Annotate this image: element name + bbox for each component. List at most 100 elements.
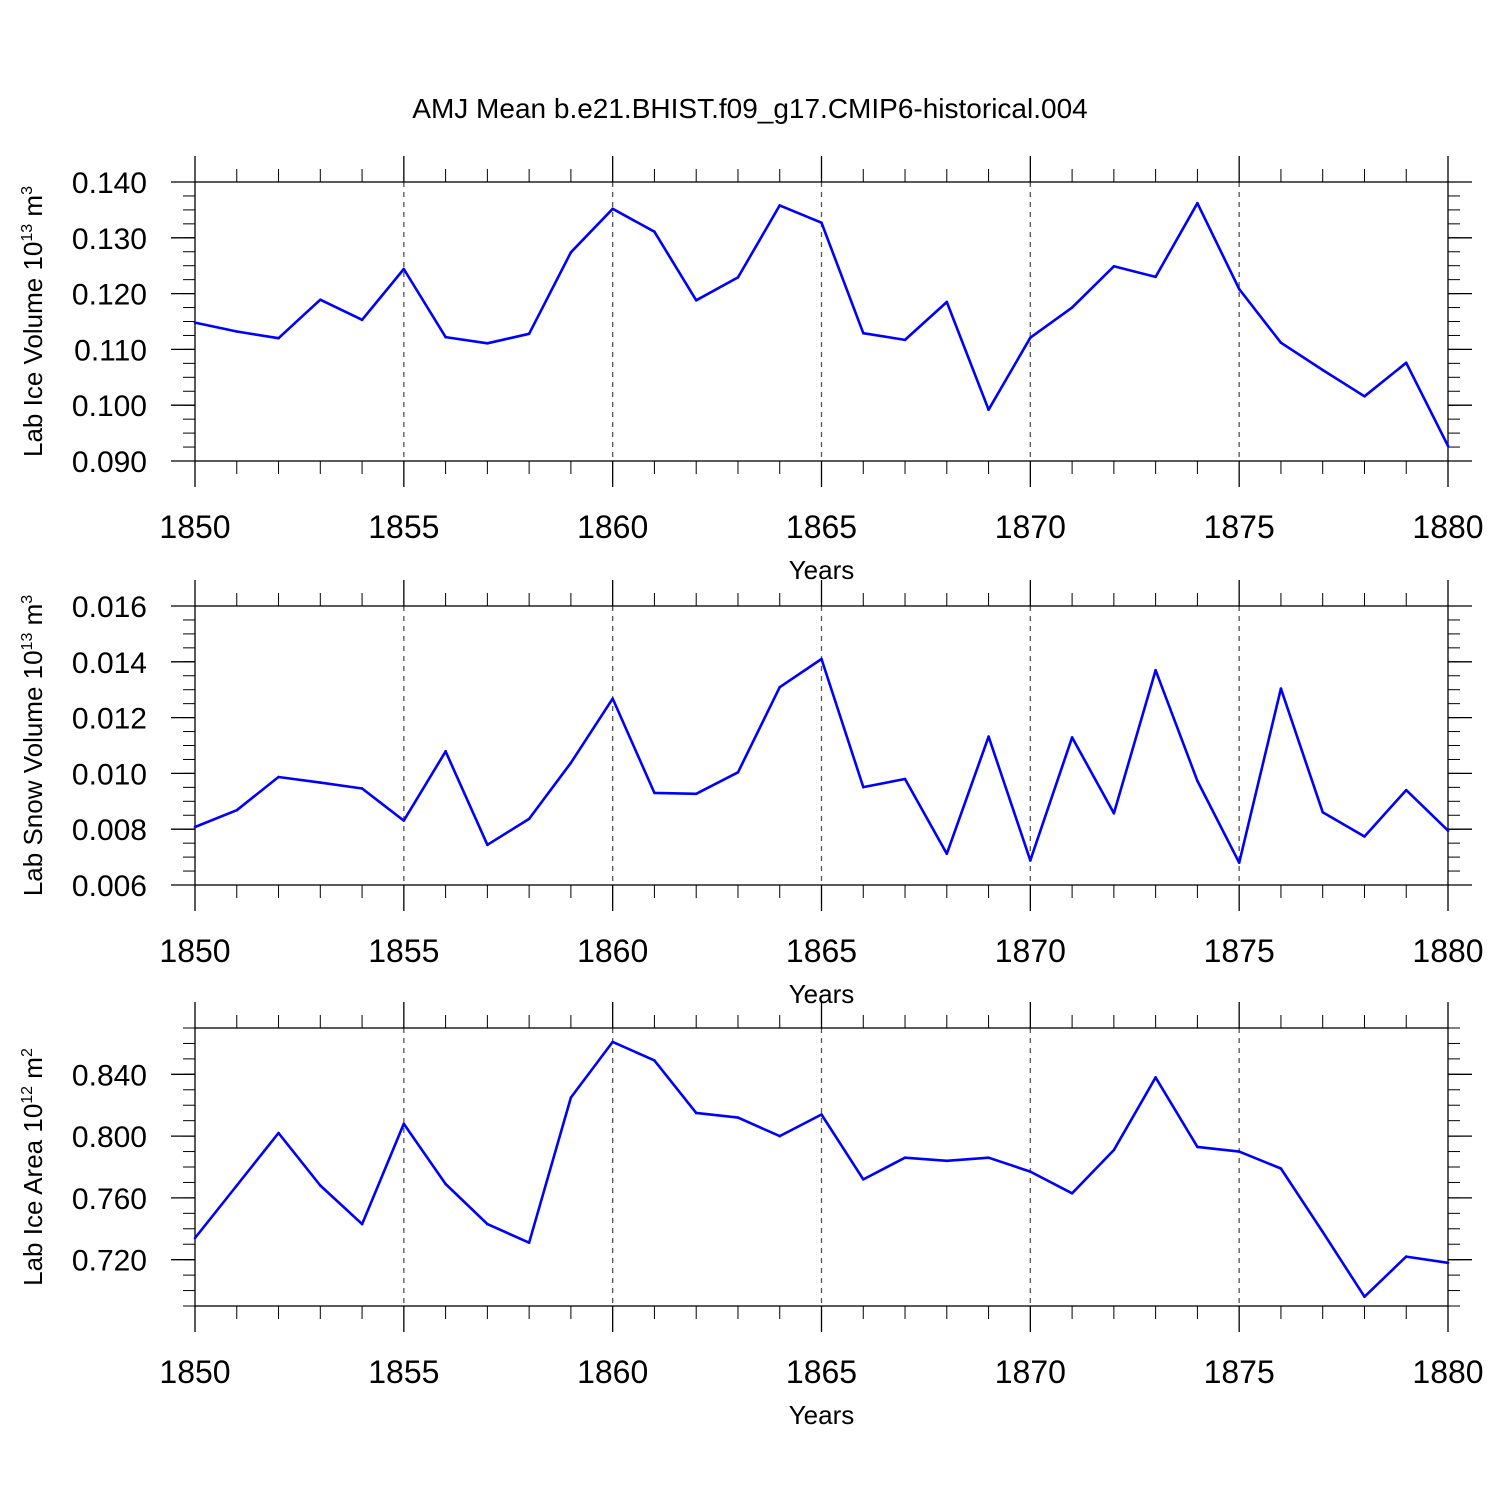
data-point [1237,861,1241,864]
y-tick-label: 0.006 [72,870,147,903]
y-tick-label: 0.140 [72,167,147,200]
y-axis-label: Lab Ice Volume 1013 m3 [18,186,48,457]
data-point [694,298,698,302]
data-point [1404,1255,1408,1258]
x-tick-label: 1860 [577,1354,648,1390]
data-point [486,341,489,345]
data-point [1321,810,1324,814]
data-point [1279,687,1283,690]
data-point [778,1134,782,1138]
x-tick-label: 1875 [1204,509,1275,545]
x-tick-label: 1880 [1412,933,1483,969]
x-tick-label: 1850 [159,509,230,545]
data-point [1363,394,1366,398]
data-point [1404,361,1408,365]
y-tick-label: 0.016 [72,591,147,624]
data-point [527,1241,531,1244]
data-point [1070,306,1074,309]
data-point [360,1222,364,1226]
y-tick-label: 0.012 [72,703,147,736]
y-tick-label: 0.760 [72,1183,147,1216]
data-point [277,775,280,779]
data-point [1029,336,1032,339]
data-point [1029,859,1032,862]
data-point [277,336,280,340]
data-point [277,1131,280,1135]
data-point [193,321,197,324]
y-tick-label: 0.800 [72,1121,147,1154]
y-axis-label: Lab Snow Volume 1013 m3 [18,595,48,896]
data-point [569,251,573,254]
data-point [319,298,322,302]
y-tick-label: 0.014 [72,647,147,680]
y-tick-label: 0.090 [72,446,147,479]
x-tick-label: 1875 [1204,1354,1275,1390]
data-point [1237,287,1241,291]
data-point [1321,368,1324,372]
data-point [611,697,614,700]
data-point [861,331,865,335]
data-point [235,1184,239,1187]
x-tick-label: 1870 [995,933,1066,969]
data-point [903,1156,907,1160]
y-tick-label: 0.008 [72,814,147,847]
data-point [820,221,823,225]
data-point [736,770,740,774]
data-point [903,777,907,781]
y-tick-label: 0.720 [72,1245,147,1278]
data-point [1196,779,1199,783]
data-point [235,808,239,812]
data-point [402,1122,406,1126]
data-point [736,1116,740,1119]
x-axis-label: Years [789,1400,855,1430]
y-tick-label: 0.010 [72,758,147,791]
y-tick-label: 0.130 [72,223,147,256]
chart-panel-3: 0.720 0.760 0.800 0.840 1850 1855 1860 1865 1870… [18,1002,1484,1430]
data-point [444,335,447,339]
data-point [235,330,239,333]
figure-title: AMJ Mean b.e21.BHIST.f09_g17.CMIP6-histo… [412,93,1087,124]
y-tick-label: 0.100 [72,390,147,423]
data-point [1279,1167,1283,1170]
data-point [486,1222,489,1226]
data-point [319,781,322,784]
data-point [820,657,823,661]
data-point [861,785,865,789]
data-point [736,276,740,279]
y-axis-label: Lab Ice Area 1012 m2 [18,1048,48,1286]
data-point [1112,811,1116,815]
x-tick-label: 1865 [786,1354,857,1390]
data-point [1112,264,1116,268]
data-point [193,825,197,829]
data-point [611,207,614,211]
data-point [861,1178,865,1181]
data-point [820,1113,823,1116]
x-tick-label: 1865 [786,509,857,545]
x-tick-label: 1870 [995,509,1066,545]
data-point [653,1059,656,1062]
data-point [1279,341,1283,345]
x-tick-label: 1880 [1412,509,1483,545]
data-point [1196,1145,1199,1149]
x-tick-label: 1865 [786,933,857,969]
data-point [1363,1295,1366,1299]
data-point [444,1182,447,1186]
y-tick-label: 0.840 [72,1059,147,1092]
chart-panel-1: 0.090 0.100 0.110 0.120 0.130 0.140 1850 1855 18… [18,156,1484,585]
data-point [653,791,656,795]
data-point [1404,788,1408,792]
data-point [903,338,907,342]
data-point [1154,275,1157,279]
panels: 0.090 0.100 0.110 0.120 0.130 0.140 1850 1855 18… [18,156,1484,1430]
data-point [1363,835,1366,838]
data-point [694,1111,698,1115]
x-tick-label: 1850 [159,1354,230,1390]
data-point [778,204,782,207]
data-point [1029,1170,1032,1173]
data-point [1154,1076,1157,1079]
x-tick-label: 1870 [995,1354,1066,1390]
data-point [527,817,531,821]
data-point [653,230,656,233]
x-tick-label: 1855 [368,1354,439,1390]
